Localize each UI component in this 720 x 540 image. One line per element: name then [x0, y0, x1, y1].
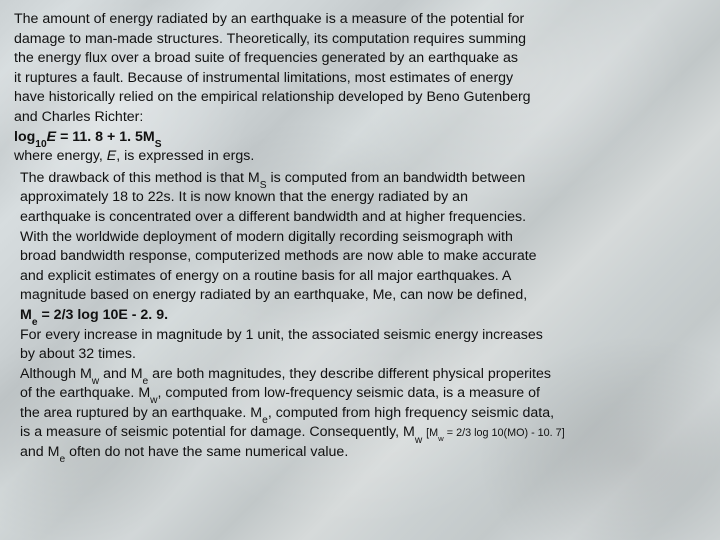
sub: S — [260, 180, 267, 191]
txt: [M — [426, 427, 438, 439]
line: it ruptures a fault. Because of instrume… — [14, 70, 513, 86]
txt: where energy, — [14, 148, 107, 164]
line: The amount of energy radiated by an eart… — [14, 11, 524, 27]
line: where energy, E, is expressed in ergs. — [14, 148, 254, 164]
line: damage to man-made structures. Theoretic… — [14, 31, 526, 47]
eq-part: = 11. 8 + 1. 5M — [56, 129, 155, 145]
eq-part: E — [47, 129, 56, 145]
equation-Mw-bracket: [Mw = 2/3 log 10(MO) - 10. 7] — [426, 427, 565, 439]
line: magnitude based on energy radiated by an… — [20, 287, 527, 303]
txt: and M — [99, 366, 142, 382]
sub: e — [59, 454, 65, 465]
txt: , computed from high frequency seismic d… — [268, 405, 554, 421]
sub: e — [262, 415, 268, 426]
line: and Charles Richter: — [14, 109, 143, 125]
txt: of the earthquake. M — [20, 385, 150, 401]
var-E: E — [107, 148, 116, 164]
eq-sub: e — [32, 317, 38, 328]
txt: is a measure of seismic potential for da… — [20, 424, 415, 440]
text-slide: The amount of energy radiated by an eart… — [0, 0, 720, 471]
txt: the area ruptured by an earthquake. M — [20, 405, 262, 421]
txt: is computed from an bandwidth between — [267, 170, 526, 186]
line: With the worldwide deployment of modern … — [20, 229, 513, 245]
sub: w — [415, 435, 422, 446]
txt: often do not have the same numerical val… — [65, 444, 348, 460]
eq-sub: 10 — [35, 139, 46, 150]
txt: = 2/3 log 10(MO) - 10. 7] — [444, 427, 565, 439]
line: the area ruptured by an earthquake. Me, … — [20, 405, 554, 421]
paragraph-2: The drawback of this method is that MS i… — [20, 169, 704, 463]
sub: e — [143, 376, 149, 387]
line: The drawback of this method is that MS i… — [20, 170, 525, 186]
line: earthquake is concentrated over a differ… — [20, 209, 526, 225]
line: For every increase in magnitude by 1 uni… — [20, 327, 543, 343]
line: by about 32 times. — [20, 346, 136, 362]
eq-part: = 2/3 log 10E - 2. 9. — [38, 307, 169, 323]
eq-sub: S — [155, 139, 162, 150]
line: have historically relied on the empirica… — [14, 89, 531, 105]
txt: Although M — [20, 366, 92, 382]
sub: w — [150, 395, 157, 406]
txt: , is expressed in ergs. — [116, 148, 254, 164]
equation-gutenberg-richter: log10E = 11. 8 + 1. 5MS — [14, 129, 162, 145]
eq-part: log — [14, 129, 35, 145]
paragraph-1: The amount of energy radiated by an eart… — [14, 10, 704, 167]
txt: and M — [20, 444, 59, 460]
line: and explicit estimates of energy on a ro… — [20, 268, 511, 284]
equation-Me: Me = 2/3 log 10E - 2. 9. — [20, 307, 168, 323]
line: broad bandwidth response, computerized m… — [20, 248, 537, 264]
sub: w — [92, 376, 99, 387]
line: approximately 18 to 22s. It is now known… — [20, 189, 468, 205]
txt: The drawback of this method is that M — [20, 170, 260, 186]
sub: w — [438, 434, 444, 443]
line: and Me often do not have the same numeri… — [20, 444, 348, 460]
line: is a measure of seismic potential for da… — [20, 424, 565, 440]
line: of the earthquake. Mw, computed from low… — [20, 385, 540, 401]
line: Although Mw and Me are both magnitudes, … — [20, 366, 551, 382]
txt: , computed from low-frequency seismic da… — [158, 385, 540, 401]
eq-part: M — [20, 307, 32, 323]
txt: are both magnitudes, they describe diffe… — [148, 366, 551, 382]
line: the energy flux over a broad suite of fr… — [14, 50, 518, 66]
